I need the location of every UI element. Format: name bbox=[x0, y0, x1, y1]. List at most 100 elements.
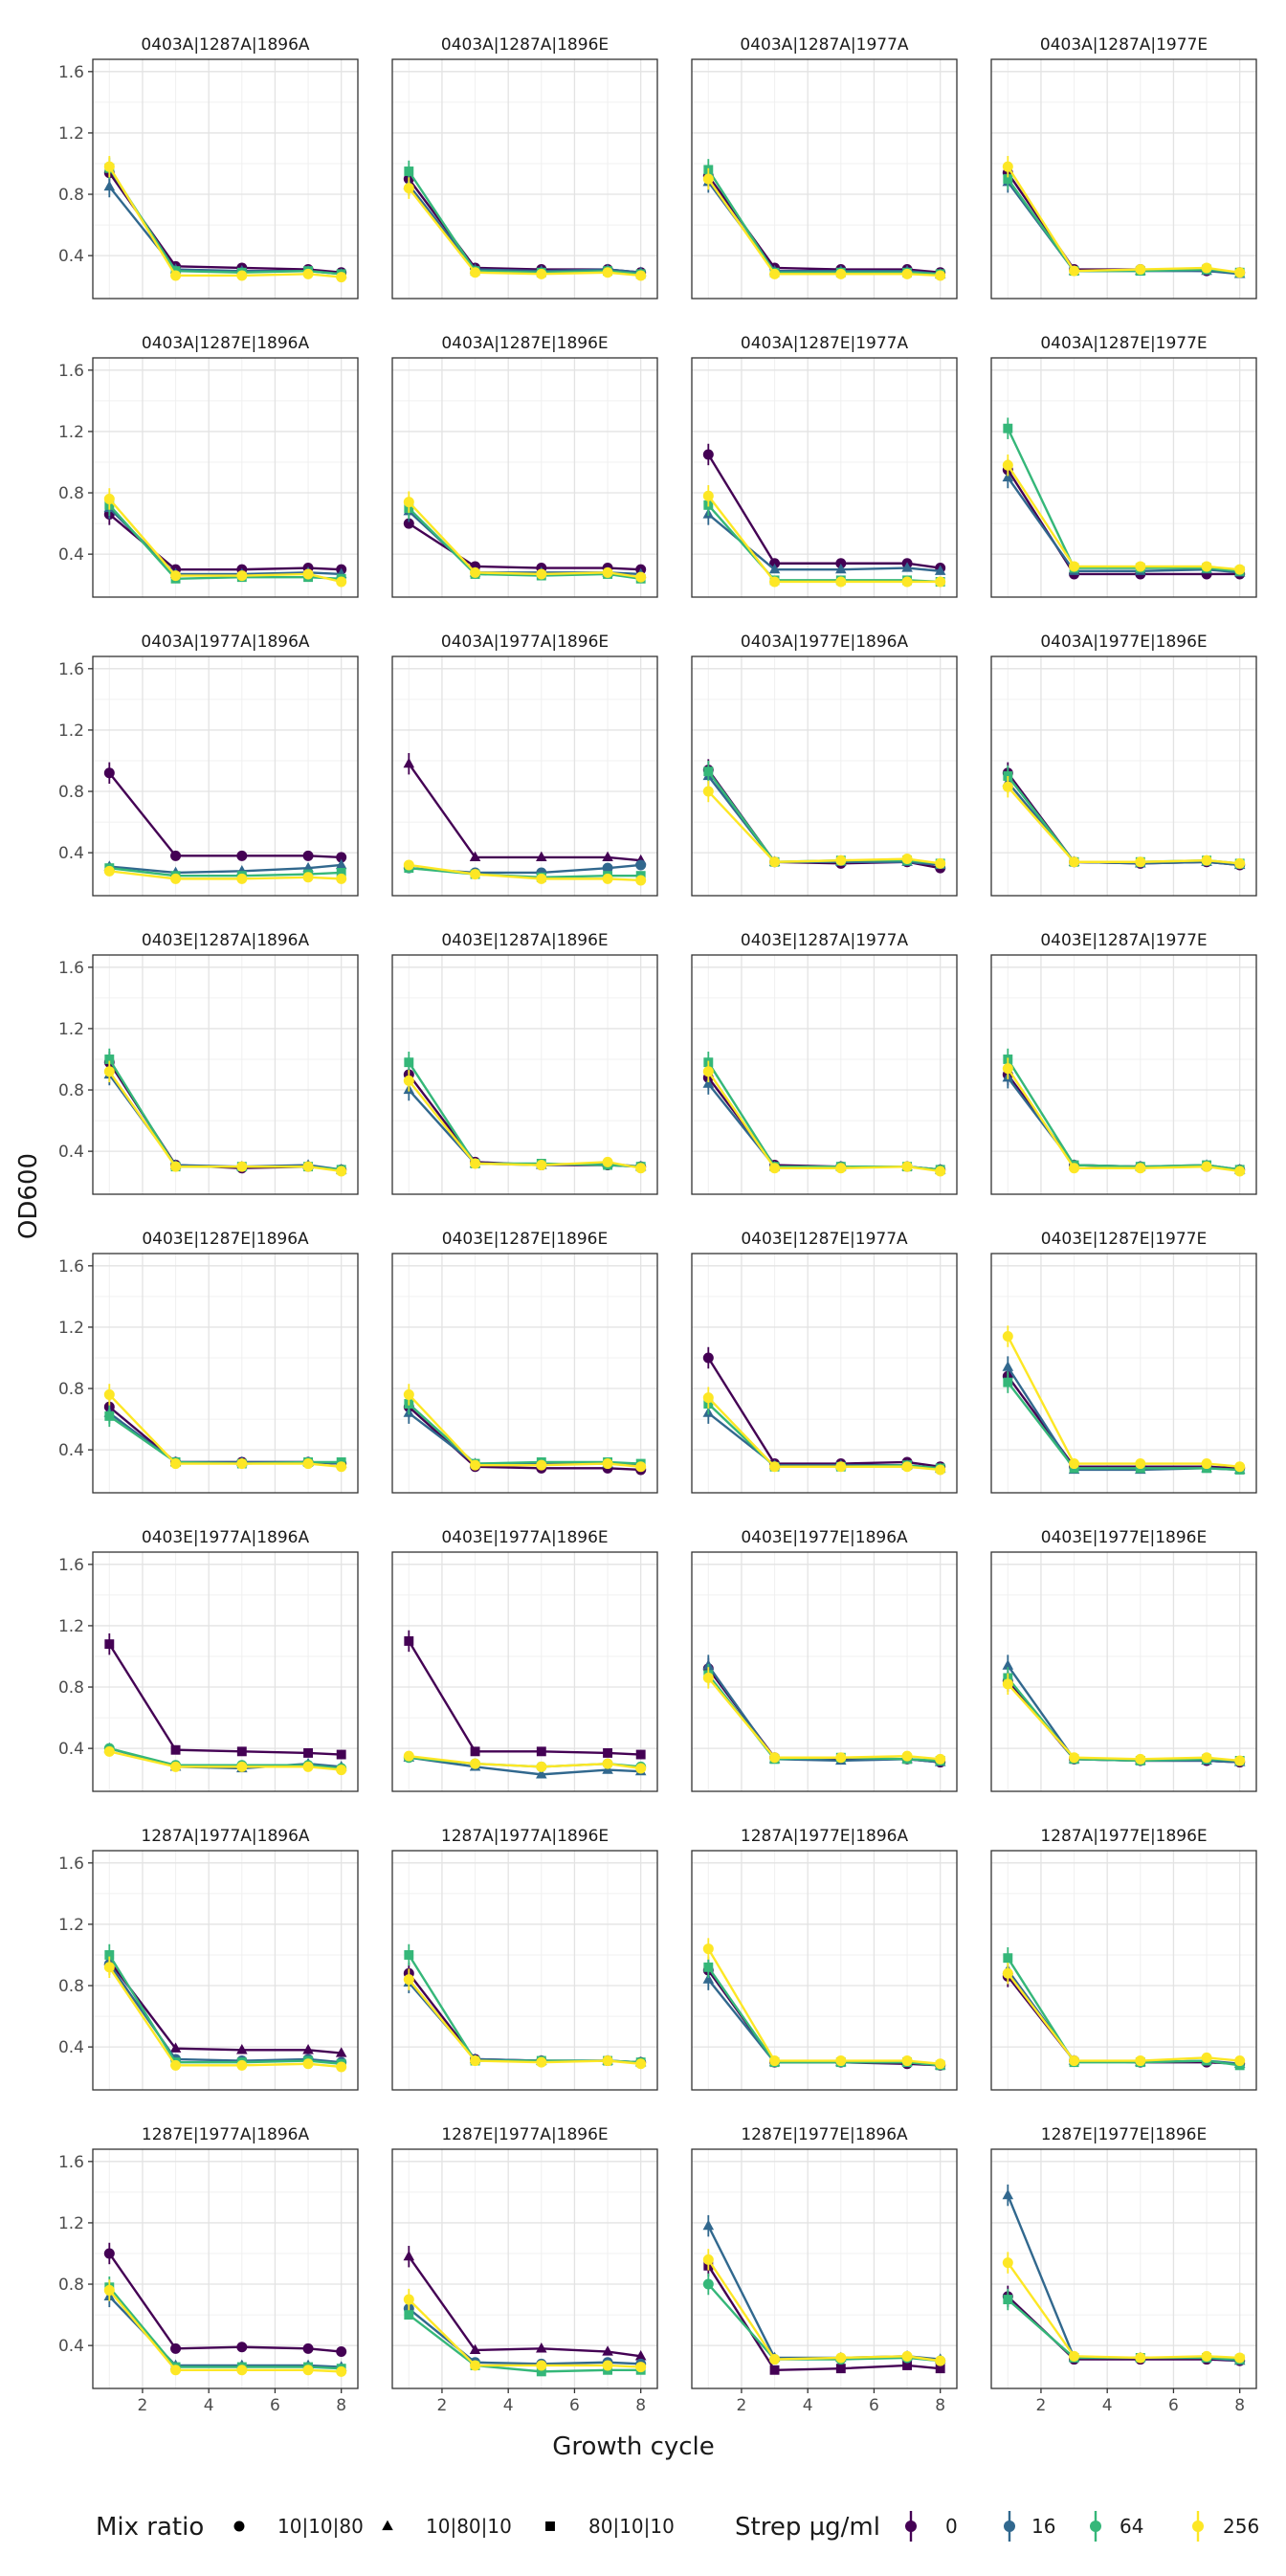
facet-panel: 0403A|1287A|1977E bbox=[990, 35, 1257, 300]
data-point bbox=[901, 1161, 913, 1172]
x-tick-label: 6 bbox=[1168, 2396, 1179, 2415]
data-point bbox=[702, 2219, 715, 2231]
data-point bbox=[1135, 561, 1146, 572]
data-point bbox=[935, 1464, 946, 1476]
data-point bbox=[835, 563, 847, 574]
panel-border bbox=[990, 1850, 1257, 2091]
facet-panel: 0403E|1287A|1977E bbox=[990, 931, 1257, 1195]
data-point bbox=[1234, 2352, 1246, 2364]
y-tick-label: 0.4 bbox=[58, 2038, 84, 2057]
series-line bbox=[1007, 1664, 1240, 1764]
data-point bbox=[336, 576, 347, 588]
y-tick-label: 0.4 bbox=[58, 1740, 84, 1759]
y-tick-label: 1.2 bbox=[58, 1319, 84, 1338]
panel-border bbox=[391, 655, 658, 897]
data-point bbox=[470, 1758, 481, 1769]
panel-border bbox=[691, 58, 958, 300]
data-point bbox=[103, 2284, 115, 2296]
data-point bbox=[336, 873, 347, 884]
y-tick-label: 1.6 bbox=[58, 660, 84, 679]
data-point bbox=[1002, 1967, 1013, 1979]
data-point bbox=[702, 490, 714, 501]
y-tick-label: 1.6 bbox=[58, 2153, 84, 2172]
data-point bbox=[768, 563, 781, 574]
x-tick-label: 6 bbox=[569, 2396, 580, 2415]
data-point bbox=[702, 1973, 715, 1984]
facet-panel: 0403E|1977A|1896E bbox=[391, 1528, 658, 1792]
panel-border bbox=[691, 1850, 958, 2091]
facet-panel: 0403A|1287E|1896E bbox=[391, 334, 658, 598]
series-line bbox=[1007, 775, 1240, 865]
y-tick-label: 1.2 bbox=[58, 722, 84, 741]
data-point bbox=[1201, 2052, 1212, 2063]
series-line bbox=[408, 2298, 641, 2368]
data-point bbox=[302, 2343, 314, 2354]
facet-panel: 0403A|1287A|1896A 0.4 0.8 1.2 1.6 bbox=[58, 35, 359, 300]
data-point bbox=[1003, 174, 1013, 184]
panel-title: 0403E|1287E|1977A bbox=[741, 1230, 908, 1249]
data-point bbox=[403, 1075, 414, 1086]
data-point bbox=[769, 1752, 781, 1764]
y-tick-label: 1.2 bbox=[58, 1020, 84, 1039]
data-point bbox=[302, 2365, 314, 2376]
data-point bbox=[935, 2364, 945, 2374]
y-tick-label: 0.8 bbox=[58, 1977, 84, 1996]
panel-border bbox=[990, 357, 1257, 598]
data-point bbox=[302, 1161, 314, 1172]
series-line bbox=[1007, 1335, 1240, 1468]
data-point bbox=[1002, 1361, 1014, 1371]
panel-title: 0403A|1287E|1977E bbox=[1040, 334, 1207, 353]
data-point bbox=[536, 1459, 547, 1471]
series-line bbox=[408, 170, 641, 276]
data-point bbox=[1135, 1753, 1146, 1765]
legend-strep-label: 256 bbox=[1223, 2515, 1259, 2538]
panel-title: 0403E|1287E|1977E bbox=[1041, 1230, 1207, 1249]
data-point bbox=[170, 1458, 182, 1470]
data-point bbox=[702, 1077, 715, 1088]
facet-panel: 0403E|1287E|1896A 0.4 0.8 1.2 1.6 bbox=[58, 1230, 359, 1494]
data-point bbox=[835, 2364, 846, 2374]
data-point bbox=[404, 2310, 414, 2321]
data-point bbox=[702, 786, 714, 797]
series-line bbox=[108, 1411, 342, 1465]
series-line bbox=[408, 2307, 641, 2365]
legend-mix-label: 10|80|10 bbox=[426, 2515, 512, 2538]
x-tick-label: 6 bbox=[270, 2396, 280, 2415]
data-point bbox=[336, 852, 347, 863]
series-line bbox=[1007, 477, 1240, 574]
series-line bbox=[1007, 1957, 1240, 2067]
data-point bbox=[1234, 857, 1246, 869]
series-line bbox=[707, 168, 941, 276]
legend-strep-key bbox=[905, 2520, 917, 2532]
data-point bbox=[302, 268, 314, 279]
panel-title: 1287A|1977A|1896A bbox=[141, 1827, 310, 1846]
data-point bbox=[1201, 1458, 1212, 1470]
panel-border bbox=[990, 655, 1257, 897]
facet-panel: 0403A|1287A|1977A bbox=[691, 35, 958, 300]
data-point bbox=[702, 2254, 714, 2265]
legend-strep-title: Strep µg/ml bbox=[735, 2513, 880, 2542]
facet-panel: 1287A|1977A|1896A 0.4 0.8 1.2 1.6 bbox=[58, 1827, 359, 2091]
panel-title: 0403A|1977E|1896A bbox=[741, 633, 909, 652]
data-point bbox=[835, 1461, 847, 1473]
data-point bbox=[236, 570, 248, 582]
data-point bbox=[404, 1057, 414, 1068]
series-line bbox=[408, 1640, 641, 1756]
data-point bbox=[104, 1950, 115, 1960]
data-point bbox=[1002, 471, 1014, 482]
legend: Mix ratio 10|10|80 10|80|10 80|10|10 Strep µ… bbox=[96, 2511, 1259, 2542]
data-point bbox=[635, 875, 647, 886]
data-point bbox=[1135, 1163, 1146, 1174]
data-point bbox=[602, 851, 613, 862]
data-point bbox=[170, 873, 182, 884]
series-line bbox=[108, 2253, 342, 2353]
legend-mix-label: 80|10|10 bbox=[588, 2515, 675, 2538]
data-point bbox=[935, 576, 946, 588]
series-line bbox=[108, 2286, 342, 2370]
panel-title: 0403A|1977E|1896E bbox=[1040, 633, 1207, 652]
data-point bbox=[536, 873, 547, 884]
data-point bbox=[1135, 1458, 1146, 1470]
panel-title: 0403E|1977E|1896E bbox=[1041, 1528, 1207, 1547]
panel-title: 1287A|1977A|1896E bbox=[441, 1827, 609, 1846]
data-point bbox=[236, 270, 248, 281]
